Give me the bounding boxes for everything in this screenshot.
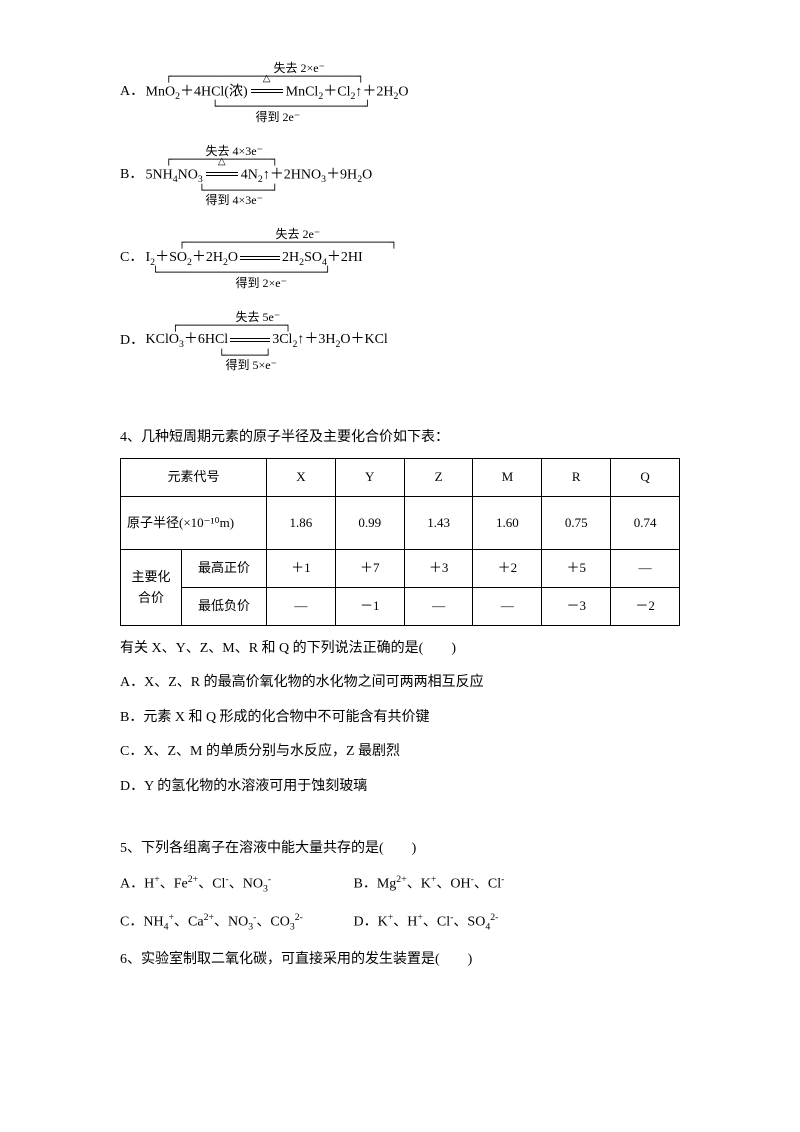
table-cell: 0.75: [542, 496, 611, 550]
q4-opt-A: A．X、Z、R 的最高价氧化物的水化物之间可两两相互反应: [120, 672, 700, 694]
table-cell: ＋5: [542, 550, 611, 588]
q5-opt-A: A．H+、Fe2+、Cl-、NO3-: [120, 872, 350, 897]
table-header: Z: [404, 458, 473, 496]
table-header: X: [267, 458, 336, 496]
table-cell: 1.43: [404, 496, 473, 550]
q4-table: 元素代号 X Y Z M R Q 原子半径(×10⁻¹⁰m) 1.86 0.99…: [120, 458, 680, 626]
table-header: 元素代号: [121, 458, 267, 496]
table-cell: 1.86: [267, 496, 336, 550]
table-cell: ＋7: [335, 550, 404, 588]
table-cell: —: [267, 588, 336, 626]
q5-stem: 5、下列各组离子在溶液中能大量共存的是( ): [120, 838, 700, 860]
table-header: M: [473, 458, 542, 496]
table-cell: —: [611, 550, 680, 588]
reaction-label-B: B．: [120, 164, 142, 186]
table-cell: －2: [611, 588, 680, 626]
q4-opt-D: D．Y 的氢化物的水溶液可用于蚀刻玻璃: [120, 776, 700, 798]
group-label: 主要化合价: [121, 550, 182, 626]
reaction-label-D: D．: [120, 330, 142, 352]
reaction-B: B． 失去 4×3e⁻ ┌───────────────┐ 5NH4NO3△4N…: [120, 145, 700, 206]
q4-stem: 4、几种短周期元素的原子半径及主要化合价如下表：: [120, 427, 700, 449]
reaction-D: D． 失去 5e⁻ ┌────────────────┐ KClO3＋6HCl3…: [120, 311, 700, 372]
q4-opt-C: C．X、Z、M 的单质分别与水反应，Z 最剧烈: [120, 741, 700, 763]
table-cell: 1.60: [473, 496, 542, 550]
reaction-A: A． 失去 2×e⁻ ┌────────────────────────────…: [120, 62, 700, 123]
table-cell: －1: [335, 588, 404, 626]
reaction-label-A: A．: [120, 81, 142, 103]
q5-opt-C: C．NH4+、Ca2+、NO3-、CO32-: [120, 910, 350, 935]
table-header: Q: [611, 458, 680, 496]
table-cell: —: [473, 588, 542, 626]
row-radius-label: 原子半径(×10⁻¹⁰m): [121, 496, 267, 550]
table-header: Y: [335, 458, 404, 496]
table-cell: ＋1: [267, 550, 336, 588]
table-cell: —: [404, 588, 473, 626]
table-cell: ＋3: [404, 550, 473, 588]
table-cell: 0.99: [335, 496, 404, 550]
q5-opt-D: D．K+、H+、Cl-、SO42-: [354, 910, 499, 935]
q5-opt-B: B．Mg2+、K+、OH-、Cl-: [354, 872, 505, 896]
table-header: R: [542, 458, 611, 496]
page-content: { "reactions": { "A": { "top_label": "失去…: [0, 0, 800, 1017]
q4-opt-B: B．元素 X 和 Q 形成的化合物中不可能含有共价键: [120, 707, 700, 729]
row-low-label: 最低负价: [182, 588, 267, 626]
q4-prompt: 有关 X、Y、Z、M、R 和 Q 的下列说法正确的是( ): [120, 638, 700, 660]
reaction-label-C: C．: [120, 247, 142, 269]
table-cell: ＋2: [473, 550, 542, 588]
row-high-label: 最高正价: [182, 550, 267, 588]
table-cell: －3: [542, 588, 611, 626]
table-cell: 0.74: [611, 496, 680, 550]
reaction-C: C． 失去 2e⁻ ┌─────────────────────────────…: [120, 228, 700, 289]
q6-stem: 6、实验室制取二氧化碳，可直接采用的发生装置是( ): [120, 949, 700, 971]
